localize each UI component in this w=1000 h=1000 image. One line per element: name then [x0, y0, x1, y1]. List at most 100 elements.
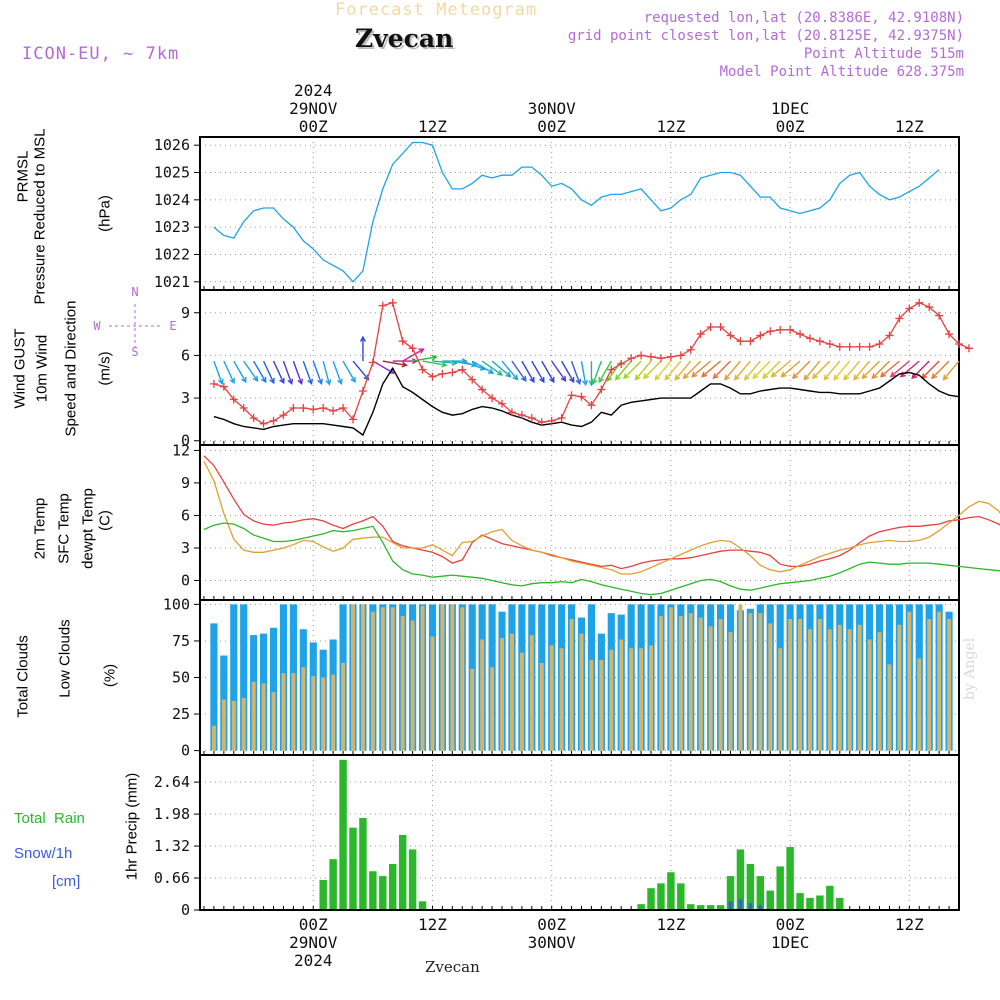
rain-bar — [826, 885, 834, 910]
wind-gust-marker — [885, 331, 894, 340]
panel-frame — [199, 754, 960, 911]
wind-arrow-head — [279, 377, 285, 385]
wind-arrow-head — [889, 371, 896, 378]
wind-direction-arrow — [342, 360, 356, 383]
snow-bar — [748, 903, 753, 910]
low-clouds-bar — [231, 700, 236, 751]
wind-gust-marker — [259, 419, 268, 428]
wind-direction-arrow — [762, 360, 781, 379]
wind-direction-arrow — [792, 360, 811, 379]
wind-gust-marker — [527, 413, 536, 422]
bottom-time-label: 12Z — [418, 915, 447, 934]
compass-n-label: N — [131, 285, 138, 299]
low-clouds-bar — [480, 639, 485, 751]
wind-direction-arrow — [322, 360, 331, 385]
low-clouds-bar — [758, 613, 763, 751]
wind-direction-arrow — [724, 360, 741, 380]
wind-arrow-head — [853, 374, 860, 381]
wind-gust-marker — [329, 406, 338, 415]
low-clouds-bar — [420, 605, 425, 751]
wind-gust-marker — [537, 418, 546, 427]
wind-gust-marker — [418, 365, 427, 374]
rain-bar — [716, 905, 725, 910]
wind-gust-marker — [358, 386, 367, 395]
wind-arrow-head — [401, 361, 408, 368]
requested-lonlat: requested lon,lat (20.8386E, 42.9108N) — [643, 10, 964, 26]
wind-arrow-head — [712, 373, 719, 380]
wind-arrow-head — [701, 371, 708, 378]
wind-direction-arrow — [674, 360, 692, 380]
wind-direction-arrow — [803, 360, 821, 380]
wind-gust-marker — [478, 385, 487, 394]
low-clouds-bar — [589, 659, 594, 751]
low-clouds-bar — [718, 619, 723, 751]
wind-gust-marker — [348, 415, 357, 424]
low-clouds-bar — [390, 607, 395, 751]
temp-2m-line — [203, 455, 1000, 570]
low-clouds-bar — [509, 633, 514, 751]
wind-arrow-head — [350, 376, 356, 384]
rain-bar — [677, 883, 685, 910]
low-clouds-bar — [410, 620, 415, 751]
total-clouds-bar — [210, 623, 218, 751]
wind-gust-marker — [746, 337, 755, 346]
wind-arrow-head — [549, 376, 555, 384]
pressure-line — [213, 141, 940, 283]
wind-gust-marker — [577, 392, 586, 401]
wind-gust-marker — [547, 416, 556, 425]
wind-gust-marker — [517, 411, 526, 420]
wind-arrow-head — [568, 376, 575, 384]
wind-gust-marker — [398, 337, 407, 346]
y-tick-label: 1024 — [154, 191, 190, 209]
low-clouds-bar — [519, 652, 524, 751]
wind-arrow-head — [261, 376, 267, 384]
wind-arrow-head — [287, 378, 294, 386]
y-tick-label: 100 — [163, 595, 190, 613]
wind-arrow-head — [823, 374, 830, 381]
wind-arrow-head — [496, 370, 503, 376]
wind-direction-arrow — [823, 360, 841, 380]
wind-arrow-head — [752, 373, 759, 380]
wind-arrow-head — [269, 377, 275, 385]
wind-gust-marker — [855, 342, 864, 351]
snow-bar — [728, 901, 733, 910]
wind-gust-marker — [935, 311, 944, 320]
wind-arrow-head — [252, 375, 259, 382]
total-clouds-bar — [269, 627, 278, 751]
bottom-time-label: 00Z — [537, 915, 566, 934]
low-clouds-bar — [569, 619, 574, 751]
wind-direction-arrow — [471, 360, 494, 374]
wind-gust-marker — [686, 345, 695, 354]
wind-direction-arrow — [931, 360, 950, 379]
wind-gust-marker — [726, 331, 735, 340]
wind-gust-marker — [597, 385, 606, 394]
rain-bar — [736, 849, 745, 910]
low-clouds-bar — [211, 725, 216, 751]
y-tick-label: 0 — [181, 901, 190, 919]
rain-bar — [796, 893, 804, 910]
wind-arrow-head — [691, 371, 698, 378]
low-clouds-bar — [887, 664, 892, 751]
rain-bar — [776, 866, 784, 910]
wind-direction-arrow — [664, 360, 682, 380]
total-clouds-bar — [230, 604, 238, 751]
wind-gust-marker — [706, 322, 715, 331]
wind-gust-marker — [468, 375, 477, 384]
wind-gust-marker — [835, 342, 844, 351]
wind-gust-marker — [438, 369, 447, 378]
wind-arrow-head — [931, 373, 938, 380]
wind-gust-marker — [617, 359, 626, 368]
rain-bar — [706, 905, 715, 910]
wind-direction-arrow — [561, 360, 575, 383]
low-clouds-bar — [460, 607, 465, 751]
rain-bar — [359, 817, 367, 910]
wind-direction-arrow — [312, 360, 323, 384]
low-clouds-bar — [658, 616, 663, 751]
bottom-time-label: 1DEC — [771, 933, 810, 952]
wind-arrow-head — [575, 378, 582, 386]
wind-direction-arrow — [744, 360, 761, 380]
wind-arrow-head — [512, 374, 519, 381]
wind-direction-arrow — [262, 360, 275, 384]
rain-bar — [657, 883, 665, 910]
y-tick-label: 0.66 — [154, 869, 190, 887]
